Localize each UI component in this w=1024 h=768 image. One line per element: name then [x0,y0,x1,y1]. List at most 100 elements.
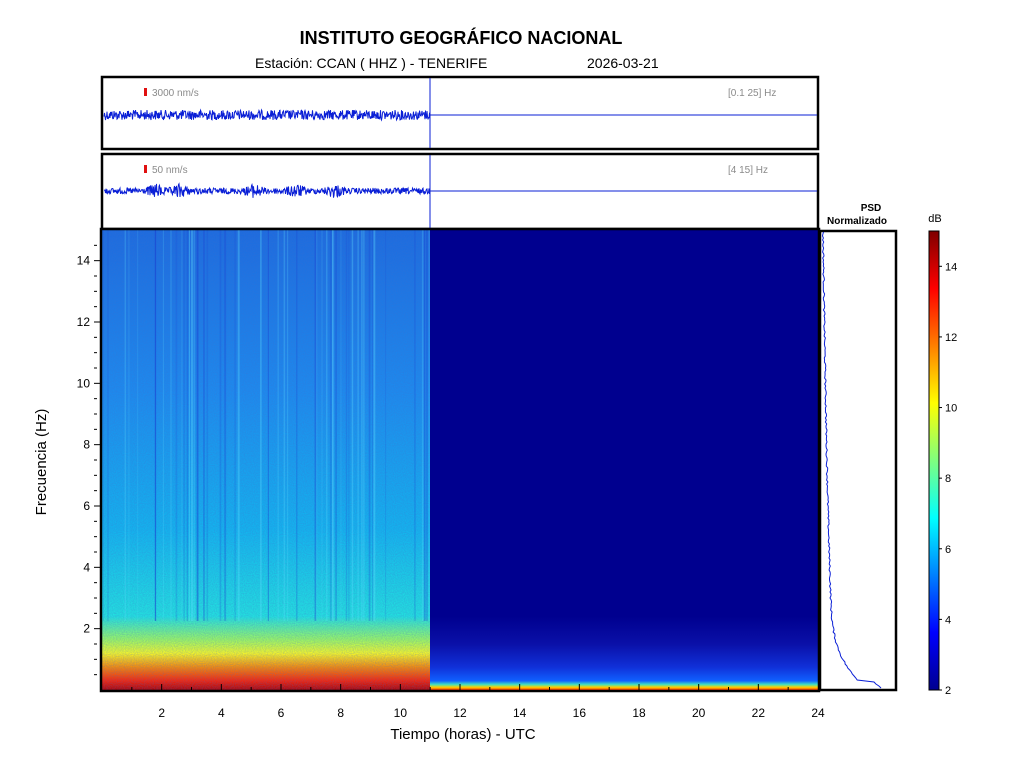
colorbar-tick-label: 10 [945,403,957,415]
spectrogram-streak [314,230,317,621]
spectrogram-streak [181,230,183,621]
trace-panel-broadband: 3000 nm/s [0.1 25] Hz [100,75,820,151]
spectrogram-streak [137,230,139,621]
spectrogram-streak [421,230,424,621]
colorbar-tick-label: 6 [945,544,951,556]
spectrogram-streak [124,230,126,621]
spectrogram-streak [332,230,334,621]
band-label-filtered: [4 15] Hz [728,165,768,176]
spectrogram-streak [224,230,227,621]
spectrogram-streak [335,230,337,621]
x-tick-label: 16 [573,706,587,720]
x-tick-label: 22 [752,706,766,720]
spectrogram-streak [170,230,172,621]
spectrogram-streak [423,230,426,621]
spectrogram-streak [189,230,190,621]
y-tick-label: 2 [83,622,90,636]
spectrogram-streak [186,230,188,621]
x-tick-label: 20 [692,706,706,720]
spectrogram-streak [191,230,193,621]
spectrogram-streak [329,230,331,621]
x-axis-title: Tiempo (horas) - UTC [390,726,535,743]
spectrogram-streak [196,230,198,621]
y-tick-label: 8 [83,438,90,452]
spectrogram-streak [372,230,374,621]
y-tick-label: 4 [83,560,90,574]
spectrogram-streak [316,230,318,621]
spectrogram-streak [193,230,195,621]
date-label: 2026-03-21 [587,55,659,71]
spectrogram-streak [234,230,236,621]
spectrogram-streak [287,230,289,621]
x-tick-label: 2 [158,706,165,720]
page-title: INSTITUTO GEOGRÁFICO NACIONAL [299,28,623,48]
x-tick-label: 12 [453,706,467,720]
colorbar-tick-label: 8 [945,473,951,485]
psd-curve [821,231,882,689]
colorbar-tick-label: 12 [945,332,957,344]
colorbar-label: dB [928,213,941,225]
y-tick-label: 12 [77,315,91,329]
scale-bar-broadband [144,88,147,96]
spectrogram-streak [345,230,348,621]
x-axis-ticks: 2 4 6 8 10 12 14 16 18 20 22 24 [131,684,825,720]
psd-panel: PSD Normalizado [818,203,898,692]
trace-panel-filtered: 50 nm/s [4 15] Hz [100,152,820,231]
scale-label-broadband: 3000 nm/s [152,88,199,99]
spectrogram-streak [385,230,387,621]
spectrogram-streak [206,230,209,621]
spectrogram-streak [425,230,426,621]
spectrogram-empty-region [430,230,818,690]
colorbar-tick-label: 4 [945,614,951,626]
spectrogram-streak [196,230,199,621]
spectrogram-streak [340,230,342,621]
spectrogram-streak [357,230,359,621]
x-tick-label: 4 [218,706,225,720]
spectrogram-streak [238,230,240,621]
x-tick-label: 14 [513,706,527,720]
spectrogram-streak [155,230,156,621]
colorbar-tick-label: 2 [945,685,951,697]
spectrogram-streak [237,230,240,621]
scale-bar-filtered [144,165,147,173]
spectrogram-streak [154,230,156,621]
spectrogram-streak [321,230,323,621]
spectrogram-streak [128,230,130,621]
y-tick-label: 6 [83,499,90,513]
spectrogram-streak [428,230,430,621]
station-label: Estación: CCAN ( HHZ ) - TENERIFE [255,55,488,71]
x-tick-label: 10 [394,706,408,720]
y-tick-label: 10 [77,376,91,390]
spectrogram-noise [102,230,430,690]
spectrogram-streak [414,230,416,621]
spectrogram-streak [331,230,333,621]
band-label-broadband: [0.1 25] Hz [728,88,776,99]
spectrogram-streak [283,230,286,621]
x-tick-label: 8 [337,706,344,720]
x-tick-label: 24 [811,706,825,720]
trace-filtered-line [103,182,431,199]
spectrogram-streak [332,230,334,621]
spectrogram-streak [363,230,365,621]
colorbar-ticks: 2 4 6 8 10 12 14 [939,261,957,697]
x-tick-label: 18 [632,706,646,720]
y-axis-ticks: 2 4 6 8 10 12 14 [77,244,100,676]
spectrogram-streak [296,230,298,621]
spectrogram-streak [183,230,185,621]
scale-label-filtered: 50 nm/s [152,165,188,176]
trace-broadband-line [103,108,431,122]
spectrogram-streak [154,230,157,621]
spectrogram-streak [425,230,427,621]
spectrogram-streak [267,230,269,621]
spectrogram-streak [326,230,328,621]
spectrogram-streak [219,230,222,621]
spectrogram-streak [203,230,205,621]
colorbar-tick-label: 14 [945,261,957,273]
spectrogram-streak [175,230,178,621]
spectrogram-streak [103,230,104,621]
spectrogram-streak [361,230,363,621]
spectrogram-streak [162,230,164,621]
y-axis-title: Frecuencia (Hz) [33,409,50,516]
spectrogram-streak [351,230,354,621]
